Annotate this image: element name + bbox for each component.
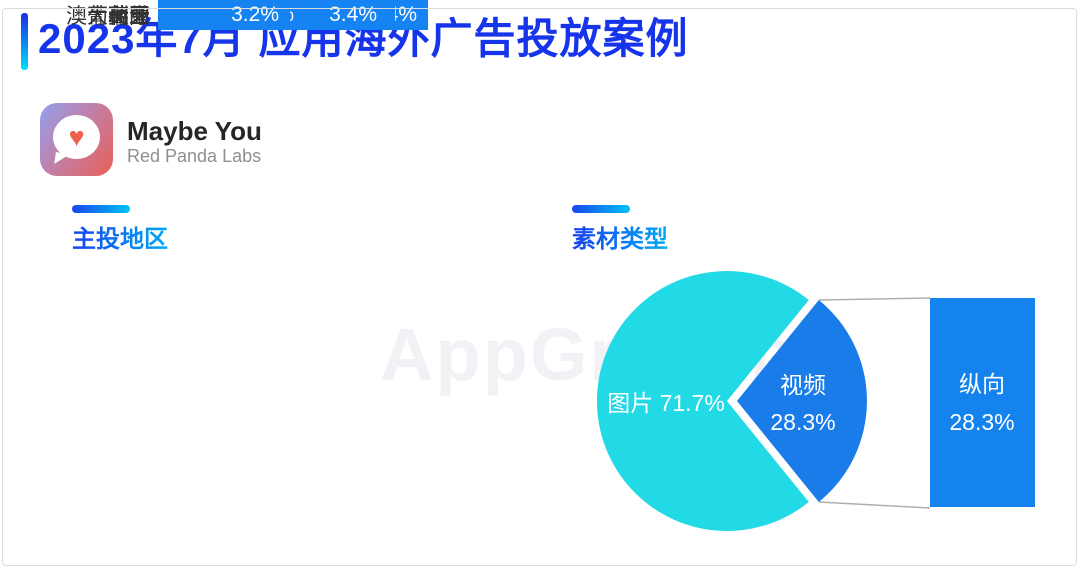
bar-category-label: 澳大利亚 — [66, 5, 150, 28]
pie-label-images: 图片 71.7% — [607, 390, 725, 416]
app-name: Maybe You — [127, 116, 262, 146]
gradient-strip — [72, 205, 130, 213]
callout-label-name: 纵向 — [959, 371, 1005, 397]
pie-label-video-name: 视频 — [780, 372, 826, 398]
bar-category-label: 葡萄牙 — [87, 5, 150, 28]
heart-icon: ♥ — [68, 122, 85, 152]
materials-section-header: 素材类型 — [572, 205, 668, 254]
app-developer: Red Panda Labs — [127, 146, 262, 166]
title-accent-bar — [21, 13, 28, 70]
callout-label-pct: 28.3% — [949, 409, 1014, 435]
chat-bubble-icon: ♥ — [53, 115, 100, 159]
callout-bar — [930, 298, 1035, 507]
materials-heading: 素材类型 — [572, 219, 668, 254]
bar-category-label: 荷兰 — [108, 5, 150, 28]
pie-slice-video — [737, 300, 867, 502]
app-icon: ♥ — [40, 103, 113, 176]
regions-heading: 主投地区 — [72, 219, 168, 254]
callout-leader-line-bottom — [818, 501, 931, 509]
pie-label-video-pct: 28.3% — [770, 409, 835, 435]
bar-category-label: 英国 — [108, 5, 150, 28]
pie-slice-images — [596, 271, 809, 531]
gradient-strip — [572, 205, 630, 213]
callout-leader-line-top — [818, 297, 931, 301]
bar-category-label: 瑞士 — [108, 5, 150, 28]
regions-section-header: 主投地区 — [72, 205, 168, 254]
